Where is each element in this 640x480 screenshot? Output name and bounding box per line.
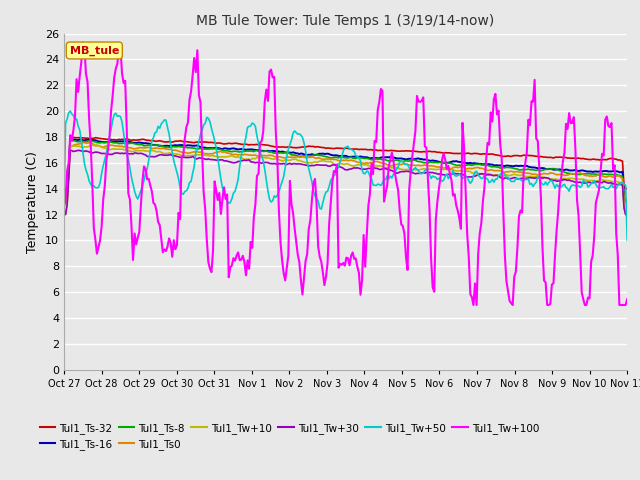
Tul1_Tw+50 [308, 179, 316, 184]
Tul1_Ts-32 [308, 144, 316, 149]
Tul1_Ts-16 [60, 199, 68, 204]
Tul1_Ts-16 [230, 145, 237, 151]
Tul1_Tw+30 [248, 159, 256, 165]
Tul1_Ts-8 [308, 153, 316, 158]
Tul1_Tw+10 [230, 154, 237, 159]
Tul1_Tw+100 [230, 255, 237, 261]
Tul1_Ts-8 [623, 199, 631, 204]
Tul1_Ts-32 [623, 186, 631, 192]
Line: Tul1_Ts-16: Tul1_Ts-16 [64, 139, 627, 202]
Tul1_Tw+30 [593, 179, 601, 185]
Line: Tul1_Ts-8: Tul1_Ts-8 [64, 141, 627, 202]
Line: Tul1_Tw+50: Tul1_Tw+50 [64, 111, 627, 240]
Line: Tul1_Ts-32: Tul1_Ts-32 [64, 137, 627, 189]
Line: Tul1_Tw+30: Tul1_Tw+30 [64, 150, 627, 215]
Tul1_Ts-8 [593, 171, 601, 177]
Title: MB Tule Tower: Tule Temps 1 (3/19/14-now): MB Tule Tower: Tule Temps 1 (3/19/14-now… [196, 14, 495, 28]
Line: Tul1_Tw+10: Tul1_Tw+10 [64, 145, 627, 215]
Tul1_Ts0 [248, 152, 256, 158]
Tul1_Ts-8 [60, 199, 68, 204]
Tul1_Ts-16 [131, 140, 138, 145]
Tul1_Tw+10 [93, 142, 100, 148]
Tul1_Ts-8 [68, 138, 76, 144]
Tul1_Tw+30 [258, 160, 266, 166]
Tul1_Tw+50 [60, 204, 68, 210]
Tul1_Tw+50 [230, 190, 237, 196]
Tul1_Tw+50 [593, 184, 601, 190]
Tul1_Ts-8 [248, 148, 256, 154]
Tul1_Tw+30 [308, 163, 316, 168]
Line: Tul1_Ts0: Tul1_Ts0 [64, 143, 627, 202]
Tul1_Ts0 [258, 153, 266, 158]
Tul1_Tw+100 [131, 230, 138, 236]
Tul1_Tw+50 [67, 108, 74, 114]
Text: MB_tule: MB_tule [70, 45, 119, 56]
Tul1_Tw+30 [60, 212, 68, 217]
Tul1_Tw+10 [308, 160, 316, 166]
Tul1_Ts0 [60, 199, 68, 204]
Tul1_Tw+30 [131, 150, 138, 156]
Tul1_Tw+100 [248, 245, 256, 251]
Tul1_Tw+10 [258, 154, 266, 160]
Tul1_Tw+100 [623, 296, 631, 302]
Tul1_Tw+50 [623, 238, 631, 243]
Line: Tul1_Tw+100: Tul1_Tw+100 [64, 42, 627, 305]
Tul1_Tw+10 [623, 212, 631, 217]
Tul1_Tw+10 [131, 148, 138, 154]
Tul1_Ts-16 [258, 148, 266, 154]
Tul1_Tw+30 [67, 147, 74, 153]
Tul1_Ts-16 [248, 146, 256, 152]
Tul1_Tw+100 [308, 198, 316, 204]
Tul1_Tw+100 [470, 302, 477, 308]
Tul1_Ts-32 [593, 156, 601, 162]
Tul1_Ts-32 [131, 137, 138, 143]
Tul1_Tw+100 [258, 138, 266, 144]
Tul1_Tw+10 [248, 156, 256, 161]
Tul1_Tw+100 [595, 187, 603, 193]
Tul1_Ts-16 [623, 199, 631, 204]
Tul1_Tw+50 [258, 154, 266, 159]
Tul1_Ts-32 [248, 142, 256, 147]
Tul1_Ts-8 [258, 148, 266, 154]
Tul1_Ts0 [593, 172, 601, 178]
Tul1_Ts-32 [67, 134, 74, 140]
Tul1_Tw+50 [131, 188, 138, 194]
Tul1_Tw+100 [60, 204, 68, 210]
Y-axis label: Temperature (C): Temperature (C) [26, 151, 39, 252]
Tul1_Tw+30 [230, 160, 237, 166]
Tul1_Ts-8 [131, 141, 138, 146]
Tul1_Ts0 [131, 146, 138, 152]
Tul1_Ts-16 [67, 136, 74, 142]
Tul1_Tw+50 [248, 120, 256, 126]
Tul1_Ts0 [79, 140, 86, 145]
Tul1_Ts0 [308, 154, 316, 160]
Tul1_Ts-16 [593, 169, 601, 175]
Tul1_Ts-16 [308, 151, 316, 157]
Tul1_Tw+10 [60, 212, 68, 217]
Tul1_Tw+30 [623, 212, 631, 217]
Tul1_Tw+10 [593, 178, 601, 184]
Tul1_Ts-32 [230, 141, 237, 146]
Legend: Tul1_Ts-32, Tul1_Ts-16, Tul1_Ts-8, Tul1_Ts0, Tul1_Tw+10, Tul1_Tw+30, Tul1_Tw+50,: Tul1_Ts-32, Tul1_Ts-16, Tul1_Ts-8, Tul1_… [35, 419, 543, 454]
Tul1_Ts-32 [258, 142, 266, 147]
Tul1_Ts-32 [60, 186, 68, 192]
Tul1_Ts-8 [230, 148, 237, 154]
Tul1_Ts0 [623, 199, 631, 204]
Tul1_Tw+100 [79, 39, 86, 45]
Tul1_Ts0 [230, 152, 237, 157]
